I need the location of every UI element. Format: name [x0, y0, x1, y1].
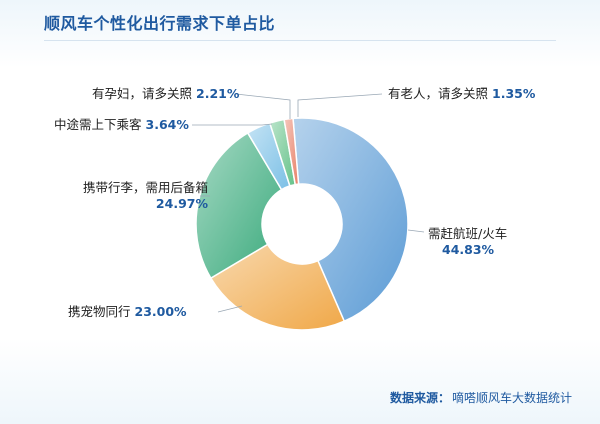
label-midway-value: 3.64%: [145, 117, 189, 132]
label-elderly: 有老人，请多关照 1.35%: [388, 86, 535, 102]
label-luggage: 携带行李，需用后备箱 24.97%: [58, 180, 208, 212]
label-flight-text: 需赶航班/火车: [428, 226, 508, 241]
leader-elderly: [297, 93, 383, 117]
donut-hole: [262, 184, 342, 264]
leader-pregnant: [235, 93, 291, 119]
label-pregnant-text: 有孕妇，请多关照: [92, 86, 193, 101]
chart-title: 顺风车个性化出行需求下单占比: [44, 14, 276, 33]
label-pet-text: 携宠物同行: [68, 304, 131, 319]
leader-pet: [217, 305, 243, 313]
label-flight-value: 44.83%: [442, 242, 495, 257]
label-luggage-value: 24.97%: [155, 196, 208, 211]
label-pet-value: 23.00%: [134, 304, 187, 319]
label-pet: 携宠物同行 23.00%: [68, 304, 187, 320]
label-pregnant: 有孕妇，请多关照 2.21%: [92, 86, 239, 102]
label-midway: 中途需上下乘客 3.64%: [54, 117, 189, 133]
label-midway-text: 中途需上下乘客: [54, 117, 142, 132]
label-flight: 需赶航班/火车 44.83%: [428, 226, 507, 258]
leader-flight: [407, 229, 425, 233]
label-elderly-value: 1.35%: [492, 86, 536, 101]
label-elderly-text: 有老人，请多关照: [388, 86, 489, 101]
data-source-text: 嘀嗒顺风车大数据统计: [451, 391, 572, 405]
label-luggage-text: 携带行李，需用后备箱: [82, 180, 208, 195]
data-source-label: 数据来源：: [389, 391, 450, 405]
label-pregnant-value: 2.21%: [196, 86, 240, 101]
leader-midway: [192, 123, 273, 126]
title-divider: [44, 40, 556, 41]
data-source: 数据来源： 嘀嗒顺风车大数据统计: [390, 389, 572, 406]
